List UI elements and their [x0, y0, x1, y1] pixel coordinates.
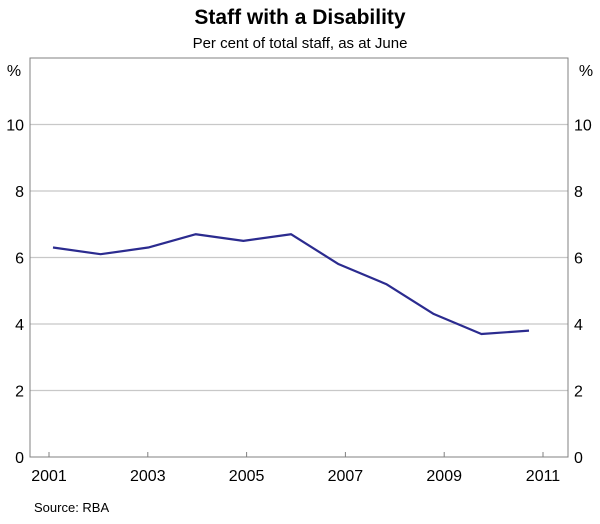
y-tick-label-left: 4	[15, 317, 24, 334]
y-tick-label-left: 10	[6, 118, 24, 135]
y-tick-label-left: 2	[15, 384, 24, 401]
series-line	[53, 234, 529, 334]
x-tick-label: 2001	[31, 468, 67, 485]
y-tick-label-right: 0	[574, 450, 583, 467]
chart-subtitle: Per cent of total staff, as at June	[193, 35, 408, 52]
y-tick-label-right: 10	[574, 118, 592, 135]
y-tick-label-left: 0	[15, 450, 24, 467]
chart-title: Staff with a Disability	[194, 6, 406, 29]
x-tick-label: 2007	[328, 468, 364, 485]
y-tick-label-left: 6	[15, 251, 24, 268]
x-tick-label: 2011	[526, 468, 561, 485]
x-tick-label: 2003	[130, 468, 166, 485]
x-tick-label: 2009	[426, 468, 462, 485]
y-axis-unit-right: %	[579, 63, 593, 80]
source-note: Source: RBA	[34, 500, 109, 515]
y-tick-label-right: 8	[574, 184, 583, 201]
y-tick-label-right: 2	[574, 384, 583, 401]
y-tick-label-right: 4	[574, 317, 583, 334]
y-axis-unit-left: %	[7, 63, 21, 80]
y-tick-label-right: 6	[574, 251, 583, 268]
x-tick-label: 2005	[229, 468, 265, 485]
y-tick-label-left: 8	[15, 184, 24, 201]
